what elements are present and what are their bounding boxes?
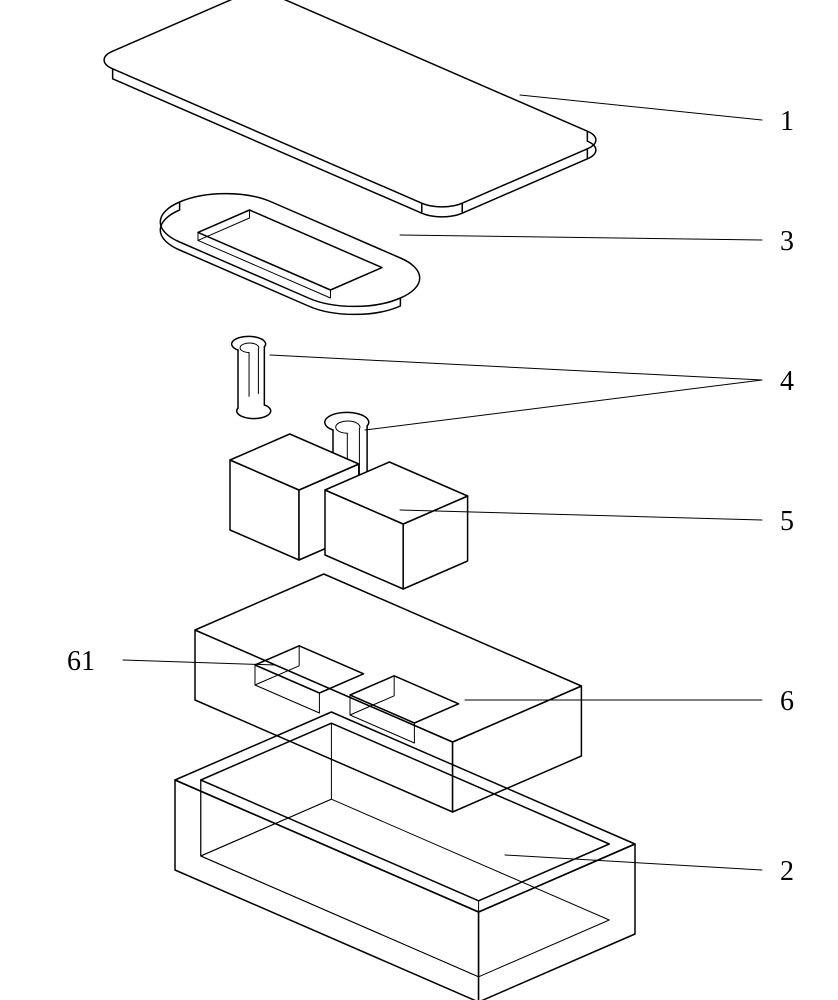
- part-3-gasket-ring-label: 3: [400, 226, 794, 257]
- label-text-3: 3: [780, 226, 794, 257]
- label-text-61: 61: [67, 646, 95, 677]
- label-text-1: 1: [780, 106, 794, 137]
- label-text-4: 4: [780, 366, 794, 397]
- part-3-gasket-ring: [160, 194, 419, 315]
- part-5-cubes: [230, 434, 468, 589]
- label-text-5: 5: [780, 506, 794, 537]
- label-text-6: 6: [780, 686, 794, 717]
- part-6-holder-block: [195, 574, 581, 812]
- part-4-spring-clips-label: 4: [270, 355, 794, 430]
- exploded-diagram: 1 3 4 5 6 61 2: [0, 0, 838, 1000]
- part-1-lid: [104, 0, 596, 217]
- label-text-2: 2: [780, 856, 794, 887]
